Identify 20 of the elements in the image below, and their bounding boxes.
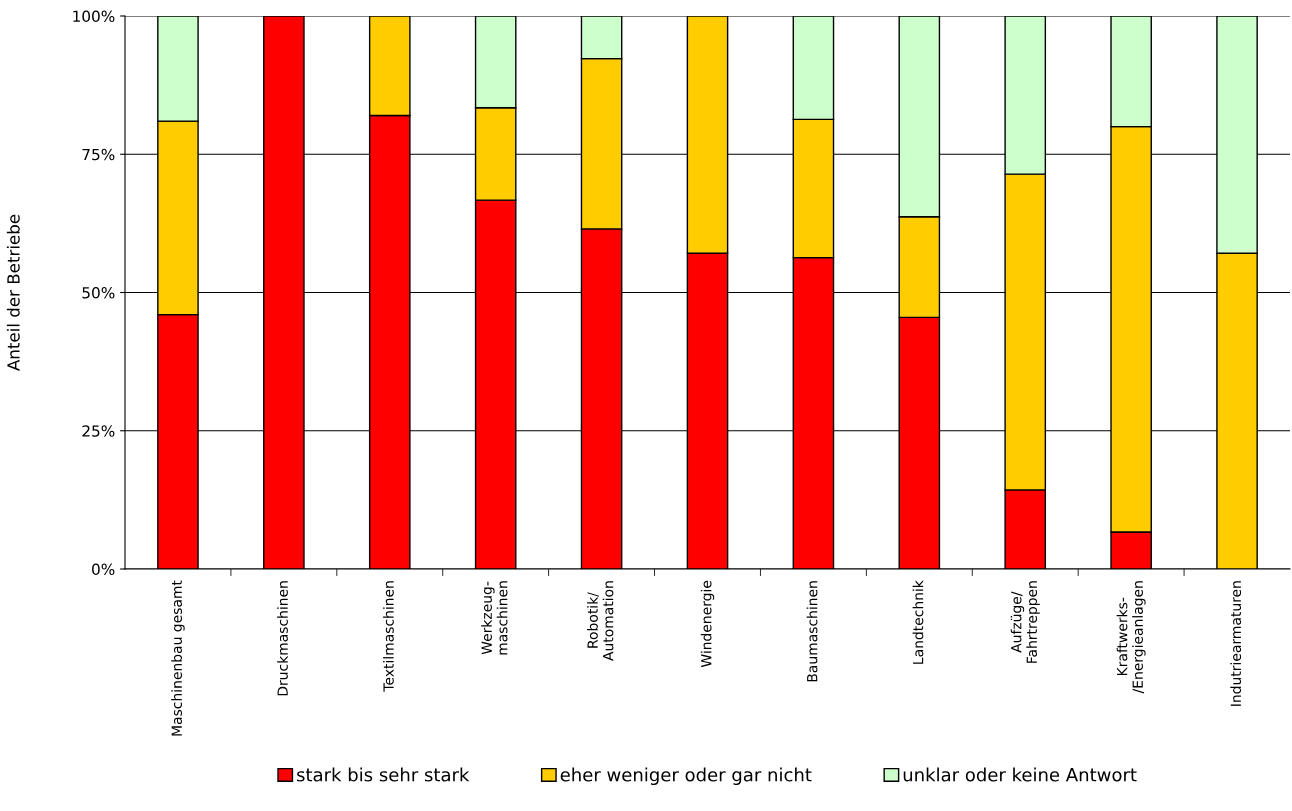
legend-label: eher weniger oder gar nicht (560, 767, 812, 786)
x-tick-label: Aufzüge/ Fahrtreppen (1010, 581, 1040, 663)
y-tick-label: 75% (82, 148, 115, 161)
x-tick-label: Werkzeug- maschinen (481, 581, 508, 655)
x-tick-label: Maschinenbau gesamt (171, 580, 185, 736)
x-tick-label: Baumaschinen (806, 581, 818, 682)
x-tick-label: Robotik/ Automation (587, 581, 614, 661)
y-tick-label: 25% (82, 425, 115, 437)
y-axis-title: Anteil der Betriebe (6, 214, 20, 371)
y-tick-label: 0% (92, 563, 115, 576)
x-tick-label: Kraftwerks- /Energieanlagen (1116, 581, 1146, 694)
x-tick-label: Indutriearmaturen (1230, 581, 1242, 706)
legend-label: stark bis sehr stark (297, 767, 470, 782)
y-tick-label: 50% (82, 286, 115, 299)
y-tick-label: 100% (73, 10, 115, 23)
legend-label: unklar oder keine Antwort (903, 767, 1137, 782)
x-tick-label: Textilmaschinen (383, 581, 394, 692)
x-tick-label: Landtechnik (912, 580, 924, 664)
x-tick-label: Windenergie (700, 580, 715, 668)
x-tick-label: Druckmaschinen (277, 581, 288, 696)
